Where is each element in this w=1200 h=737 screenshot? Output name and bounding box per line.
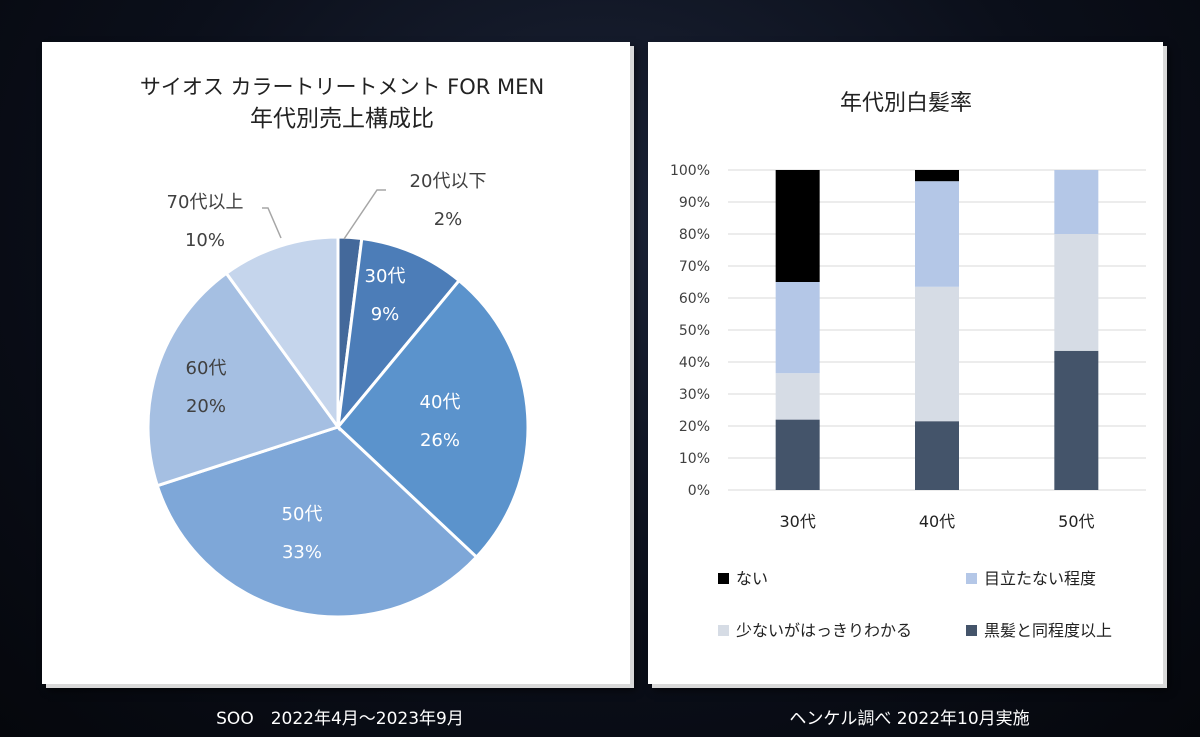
pie-source-caption: SOO 2022年4月～2023年9月 <box>216 709 464 729</box>
legend-swatch <box>966 573 977 584</box>
stacked-bar-chart: 年代別白髪率 0% 10% 20% 30% 40% 50% 60% 70% 80% 90% 100%… <box>670 91 1146 640</box>
pie-label-4: 50代 <box>282 504 323 525</box>
pie-label-1: 20代以下 <box>410 171 487 192</box>
legend-swatch <box>718 625 729 636</box>
legend-label: 目立たない程度 <box>984 569 1096 588</box>
y-tick-label: 30% <box>679 387 710 403</box>
bar-segment <box>775 282 820 374</box>
x-tick-label: 30代 <box>779 512 815 531</box>
pie-label-6: 70代以上 <box>167 192 244 213</box>
y-tick-label: 40% <box>679 355 710 371</box>
pie-value-2: 9% <box>371 304 400 325</box>
bar-segment <box>775 373 820 420</box>
x-tick-label: 40代 <box>919 512 955 531</box>
x-tick-label: 50代 <box>1058 512 1094 531</box>
pie-chart-panel: サイオス カラートリートメント FOR MEN 年代別売上構成比 20代以下 2%… <box>42 42 630 684</box>
pie-value-5: 20% <box>186 396 226 417</box>
bar-segment <box>775 170 820 282</box>
y-tick-label: 10% <box>679 451 710 467</box>
y-tick-label: 70% <box>679 259 710 275</box>
legend-swatch <box>966 625 977 636</box>
y-tick-label: 50% <box>679 323 710 339</box>
bar-segment <box>915 170 959 182</box>
pie-slice-6 <box>224 235 340 432</box>
pie-slice-2 <box>335 236 462 432</box>
pie-value-4: 33% <box>282 542 322 563</box>
pie-leader-line-1 <box>343 189 386 240</box>
bar-title: 年代別白髪率 <box>840 91 972 116</box>
y-tick-label: 80% <box>679 227 710 243</box>
pie-leader-line-6 <box>262 207 282 239</box>
pie-title-line1: サイオス カラートリートメント FOR MEN <box>140 75 544 99</box>
pie-label-3: 40代 <box>420 392 461 413</box>
bar-segment <box>915 286 959 422</box>
legend-swatch <box>718 573 729 584</box>
pie-slice-3 <box>335 278 530 560</box>
bar-segment <box>1054 350 1099 490</box>
pie-value-6: 10% <box>185 230 225 251</box>
pie-value-3: 26% <box>420 430 460 451</box>
legend-label: ない <box>736 569 768 588</box>
bar-segment <box>915 181 959 287</box>
bar-segment <box>915 421 959 490</box>
legend-label: 少ないがはっきりわかる <box>736 621 912 640</box>
y-tick-label: 90% <box>679 195 710 211</box>
bar-chart-panel: 年代別白髪率 0% 10% 20% 30% 40% 50% 60% 70% 80% 90% 100%… <box>648 42 1163 684</box>
bar-segment <box>775 419 820 490</box>
bar-source-caption: ヘンケル調べ 2022年10月実施 <box>789 709 1030 729</box>
legend-label: 黒髪と同程度以上 <box>984 621 1112 640</box>
pie-slice-5 <box>146 271 341 488</box>
pie-slice-4 <box>155 425 479 619</box>
pie-label-2: 30代 <box>365 266 406 287</box>
bar-segment <box>1054 234 1099 351</box>
y-tick-label: 0% <box>688 483 710 499</box>
pie-chart: サイオス カラートリートメント FOR MEN 年代別売上構成比 20代以下 2%… <box>140 75 544 619</box>
y-tick-label: 100% <box>670 163 710 179</box>
bar-segment <box>1054 170 1099 234</box>
pie-title-line2: 年代別売上構成比 <box>250 106 434 132</box>
y-tick-label: 60% <box>679 291 710 307</box>
y-tick-label: 20% <box>679 419 710 435</box>
pie-label-5: 60代 <box>186 358 227 379</box>
pie-value-1: 2% <box>434 209 463 230</box>
